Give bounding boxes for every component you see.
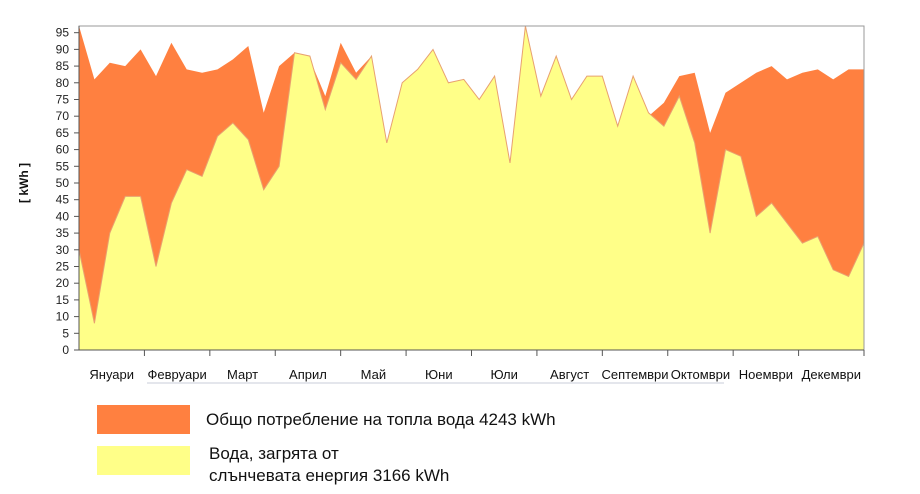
x-axis: Януари Февруари Март Април Май Юни Юли Август Се…: [79, 349, 865, 384]
y-tick-label: 5: [62, 326, 69, 340]
y-tick-label: 75: [56, 92, 70, 106]
legend-swatch-solar: [97, 446, 190, 475]
y-tick-label: 60: [56, 143, 70, 157]
y-tick-label: 10: [56, 310, 70, 324]
legend-label-solar-line2: слънчевата енергия 3166 kWh: [209, 466, 450, 485]
solar-heated-area: [78, 25, 865, 351]
y-tick-label: 0: [62, 343, 69, 357]
y-tick-label: 15: [56, 293, 70, 307]
x-month-label: Октомври: [671, 367, 730, 382]
y-tick-label: 90: [56, 42, 70, 56]
chart-areas: [78, 25, 865, 351]
y-tick-label: 25: [56, 259, 70, 273]
y-tick-label: 50: [56, 176, 70, 190]
y-tick-label: 20: [56, 276, 70, 290]
y-tick-label: 45: [56, 193, 70, 207]
x-month-label: Ноември: [739, 367, 793, 382]
x-month-label: Февруари: [148, 367, 207, 382]
legend-label-total: Общо потребление на топла вода 4243 kWh: [206, 410, 556, 429]
x-month-label: Септември: [602, 367, 669, 382]
y-tick-label: 65: [56, 126, 70, 140]
x-month-label: Май: [361, 367, 386, 382]
y-tick-label: 70: [56, 109, 70, 123]
y-tick-label: 85: [56, 59, 70, 73]
y-tick-label: 95: [56, 26, 70, 40]
x-month-label: Юли: [491, 367, 518, 382]
x-month-label: Август: [550, 367, 589, 382]
y-tick-label: 55: [56, 159, 70, 173]
y-tick-label: 30: [56, 243, 70, 257]
x-month-label: Януари: [89, 367, 134, 382]
x-month-label: Април: [289, 367, 327, 382]
y-tick-label: 40: [56, 209, 70, 223]
y-tick-label: 35: [56, 226, 70, 240]
y-tick-label: 80: [56, 76, 70, 90]
x-month-label: Март: [227, 367, 258, 382]
y-axis: 0 5 10 15 20 25 30 35 40 45 50 55 60 65 70 75 80 85 90 95: [56, 26, 80, 357]
x-month-label: Юни: [425, 367, 453, 382]
legend-label-solar-line1: Вода, загрята от: [209, 444, 339, 463]
x-month-label: Декември: [802, 367, 861, 382]
legend-swatch-total: [97, 405, 190, 434]
y-axis-label: [ kWh ]: [17, 163, 31, 203]
